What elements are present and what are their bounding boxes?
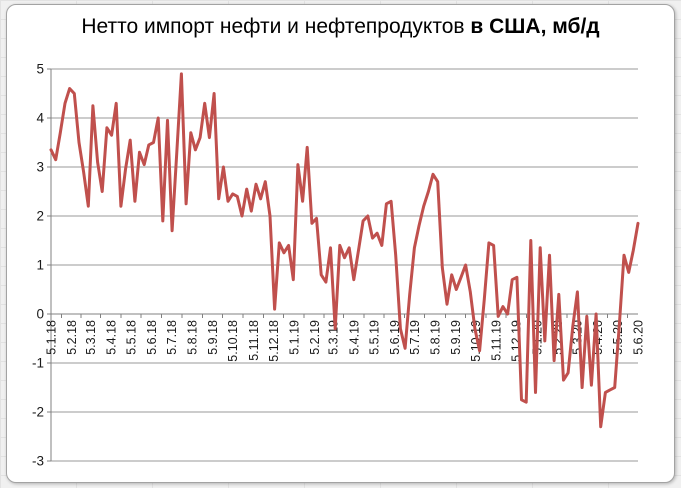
chart-object[interactable]: Нетто импорт нефти и нефтепродуктов в СШ… <box>6 4 675 483</box>
chart-canvas: 5 4 3 2 1 0 -1 -2 -3 5.1.18 5.2.18 5.3.18 5.4.18 5.5.… <box>32 62 646 469</box>
y-tick-label: 1 <box>36 258 44 273</box>
chart-title-regular: Нетто импорт нефти и нефтепродуктов <box>81 15 471 38</box>
y-tick-label: 3 <box>36 160 44 175</box>
x-tick-label: 5.3.18 <box>84 320 98 355</box>
x-tick-label: 5.2.19 <box>308 320 322 355</box>
y-tick-label: -1 <box>32 356 44 371</box>
x-tick-label: 5.5.19 <box>367 320 381 355</box>
x-tick-label: 5.4.18 <box>104 320 118 355</box>
y-tick-label: 0 <box>36 307 44 322</box>
x-tick-label: 5.10.18 <box>226 320 240 362</box>
x-tick-label: 5.8.18 <box>186 320 200 355</box>
x-tick-label: 5.3.19 <box>327 320 341 355</box>
x-tick-label: 5.8.19 <box>429 320 443 355</box>
x-tick-label: 5.7.19 <box>408 320 422 355</box>
data-series-line <box>49 72 640 429</box>
x-tick-label: 5.9.19 <box>449 320 463 355</box>
x-tick-label: 5.4.19 <box>347 320 361 355</box>
x-tick-label: 5.6.19 <box>388 320 402 355</box>
chart-title-bold: в США, мб/д <box>470 15 600 38</box>
x-tick-label: 5.11.18 <box>247 320 261 361</box>
x-tick-label: 5.11.19 <box>490 320 504 361</box>
x-tick-label: 5.1.18 <box>45 320 59 355</box>
y-tick-label: 5 <box>36 62 44 77</box>
x-tick-label: 5.6.20 <box>632 320 646 355</box>
y-tick-label: 2 <box>36 209 44 224</box>
x-tick-label: 5.6.18 <box>145 320 159 355</box>
chart-title: Нетто импорт нефти и нефтепродуктов в СШ… <box>7 15 674 39</box>
x-tick-label: 5.1.19 <box>287 320 301 355</box>
x-tick-label: 5.12.18 <box>267 320 281 362</box>
x-tick-label: 5.2.18 <box>65 320 79 355</box>
x-tick-label: 5.5.18 <box>124 320 138 355</box>
y-tick-label: -2 <box>32 405 44 420</box>
x-tick-label: 5.7.18 <box>165 320 179 355</box>
y-tick-label: -3 <box>32 454 44 469</box>
x-tick-label: 5.9.18 <box>206 320 220 355</box>
y-tick-label: 4 <box>36 111 44 126</box>
x-tick-label: 5.12.19 <box>510 320 524 362</box>
